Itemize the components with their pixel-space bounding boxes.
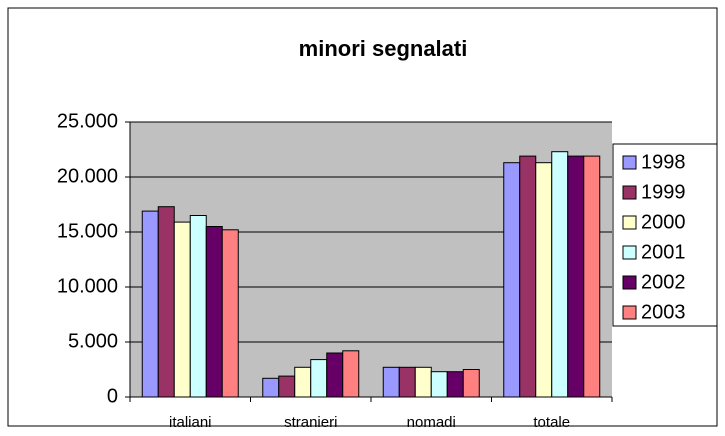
x-tick-label: italiani [169, 414, 212, 431]
bar [205, 226, 223, 398]
bar [278, 375, 296, 398]
bar [262, 377, 280, 398]
bar [462, 369, 480, 398]
bar [567, 155, 585, 398]
bar [414, 366, 432, 398]
legend-label: 2001 [641, 241, 686, 263]
y-tick-label: 20.000 [57, 165, 118, 187]
bar [446, 371, 464, 398]
bar [398, 366, 416, 398]
legend-label: 1999 [641, 181, 686, 203]
bar [157, 206, 175, 398]
y-tick-label: 15.000 [57, 220, 118, 242]
legend-swatch [622, 185, 637, 200]
legend-swatch [622, 275, 637, 290]
bar [535, 162, 553, 398]
bar [221, 229, 239, 398]
legend-swatch [622, 215, 637, 230]
y-tick-label: 0 [107, 385, 118, 407]
legend-label: 2003 [641, 301, 686, 323]
bar [294, 366, 312, 398]
y-tick-label: 25.000 [57, 110, 118, 132]
legend-label: 2000 [641, 211, 686, 233]
legend-box [612, 143, 718, 327]
bar [503, 162, 521, 398]
y-tick-label: 5.000 [68, 330, 118, 352]
legend-swatch [622, 305, 637, 320]
legend-swatch [622, 245, 637, 260]
x-tick-label: nomadi [407, 414, 456, 431]
chart-title: minori segnalati [299, 36, 468, 61]
bar [189, 215, 207, 398]
bar [551, 151, 569, 398]
bar [173, 221, 191, 398]
bar [519, 155, 537, 398]
bar [430, 371, 448, 398]
y-tick-label: 10.000 [57, 275, 118, 297]
legend-swatch [622, 155, 637, 170]
bar [382, 366, 400, 398]
x-tick-label: totale [533, 414, 570, 431]
bar [141, 210, 159, 398]
bar [310, 359, 328, 398]
legend-label: 2002 [641, 271, 686, 293]
bar [342, 350, 360, 398]
legend-label: 1998 [641, 151, 686, 173]
bar [326, 352, 344, 398]
bar [583, 155, 601, 398]
x-tick-label: stranieri [284, 414, 337, 431]
